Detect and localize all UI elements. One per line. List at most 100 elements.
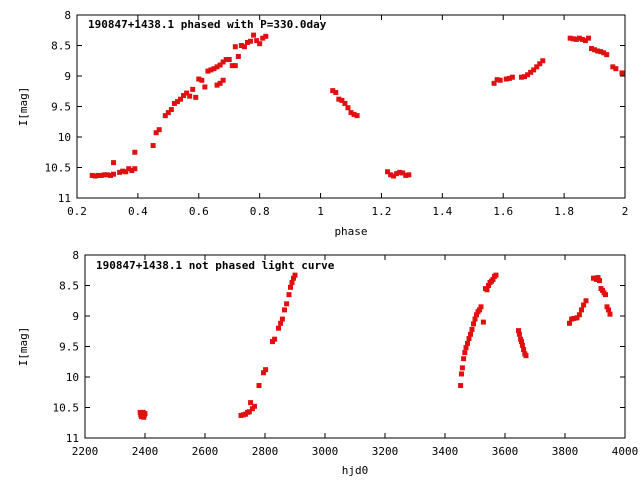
chart-2-data-point [477, 307, 482, 313]
chart-1-ytick-label: 8 [64, 9, 71, 22]
chart-1-data-point [506, 75, 512, 81]
chart-2-data-point [571, 315, 577, 321]
chart-2-xtick-label: 2800 [252, 445, 279, 458]
chart-2-ytick-label: 10.5 [53, 402, 80, 415]
chart-1-data-point [522, 74, 528, 80]
chart-2-data-point [595, 275, 601, 281]
chart-1-data-point [351, 111, 357, 117]
chart-1-data-point [509, 74, 515, 80]
chart-2-data-point [579, 307, 584, 313]
chart-1-y-axis-label: I[mag] [17, 87, 30, 127]
chart-1-data-point [178, 96, 184, 102]
chart-2-data-point [272, 336, 278, 342]
chart-1-xtick-label: 1.8 [554, 205, 574, 218]
chart-1-data-point [339, 97, 345, 103]
chart-1-data-point [592, 47, 598, 53]
chart-1-data-point [619, 70, 625, 76]
chart-2-title: 190847+1438.1 not phased light curve [96, 259, 335, 272]
chart-1-xtick-label: 2 [622, 205, 629, 218]
chart-1-data-point [260, 35, 266, 41]
chart-1-ytick-label: 10 [58, 131, 71, 144]
chart-1-data-point [497, 77, 503, 83]
chart-2-data-point [459, 371, 464, 377]
chart-1-ytick-label: 9.5 [51, 101, 71, 114]
chart-1-xtick-label: 0.2 [67, 205, 87, 218]
chart-1-ytick-label: 11 [58, 192, 71, 205]
chart-2-data-point [458, 383, 464, 389]
chart-1-data-point [525, 72, 531, 78]
chart-1-data-point [95, 172, 101, 178]
chart-2-xtick-label: 3400 [432, 445, 459, 458]
chart-2-data-point [516, 331, 522, 337]
chart-2-xtick-label: 2200 [72, 445, 99, 458]
chart-2-xtick-label: 2600 [192, 445, 219, 458]
chart-1-data-point [214, 64, 220, 70]
chart-1-data-point [205, 68, 211, 74]
chart-2-data-point [276, 325, 281, 331]
chart-1-xtick-label: 1 [317, 205, 324, 218]
chart-1-data-point [531, 67, 537, 73]
chart-1-data-point [238, 43, 244, 48]
chart-1-data-point [117, 169, 123, 175]
chart-2-data-point [493, 272, 499, 278]
chart-1-data-point [211, 66, 217, 72]
chart-2-xtick-label: 3200 [372, 445, 399, 458]
chart-1-data-point [348, 110, 354, 116]
chart-1-data-point [226, 57, 232, 63]
chart-2-xtick-label: 3600 [492, 445, 519, 458]
chart-2-data-point [468, 331, 473, 337]
chart-1-data-point [257, 41, 263, 47]
chart-1-ytick-label: 10.5 [45, 162, 72, 175]
chart-1-data-point [570, 36, 576, 42]
chart-2-data-point [607, 311, 613, 317]
chart-2-data-point [248, 400, 254, 406]
chart-2-data-point [472, 316, 478, 322]
chart-1-data-point [120, 168, 126, 174]
chart-1-data-point [181, 93, 187, 99]
chart-2-data-point [567, 320, 572, 326]
chart-2-data-point [516, 328, 521, 334]
chart-2-data-point [484, 287, 490, 293]
chart-2-data-point [463, 345, 469, 351]
chart-2-data-point [459, 365, 465, 371]
chart-1-ytick-label: 8.5 [51, 40, 71, 53]
chart-2-xtick-label: 2400 [132, 445, 159, 458]
chart-1-data-point [199, 77, 205, 83]
chart-1-data-point [214, 82, 220, 88]
chart-1-xtick-label: 1.2 [372, 205, 392, 218]
chart-1-data-point [391, 173, 397, 179]
chart-2-data-point [519, 342, 525, 348]
chart-1-data-point [388, 172, 394, 178]
chart-1-data-point [129, 168, 135, 174]
chart-2-ytick-label: 8.5 [59, 280, 79, 293]
chart-1-data-point [111, 171, 117, 177]
chart-1-data-point [342, 100, 348, 106]
chart-2-data-point [286, 292, 292, 298]
chart-1-data-point [595, 48, 601, 54]
chart-1-data-point [107, 172, 113, 178]
chart-1-data-point [582, 38, 588, 44]
chart-1-data-point [208, 67, 214, 73]
chart-1-data-point [406, 172, 412, 178]
chart-2-data-point [474, 312, 479, 318]
chart-2-data-point [263, 367, 269, 373]
chart-2-data-point [581, 302, 587, 308]
chart-2-data-point [486, 283, 491, 288]
chart-2-data-point [284, 301, 290, 307]
chart-1-data-point [174, 99, 180, 105]
chart-2-data-point [288, 284, 293, 290]
chart-1-data-point [613, 66, 619, 72]
chart-1-data-point [251, 32, 257, 38]
chart-1-data-point [190, 86, 196, 92]
chart-1-data-point [202, 84, 208, 90]
chart-1-data-point [217, 62, 223, 68]
chart-1-data-point [576, 35, 582, 41]
chart-1-data-point [92, 173, 98, 179]
chart-2-data-point [604, 304, 610, 310]
chart-2-data-point [490, 276, 496, 282]
chart-2-data-point [521, 347, 527, 353]
chart-1-data-point [220, 59, 226, 65]
chart-2-ytick-label: 11 [66, 432, 79, 445]
chart-1-data-point [528, 69, 534, 75]
chart-1-x-axis-label: phase [334, 225, 367, 238]
